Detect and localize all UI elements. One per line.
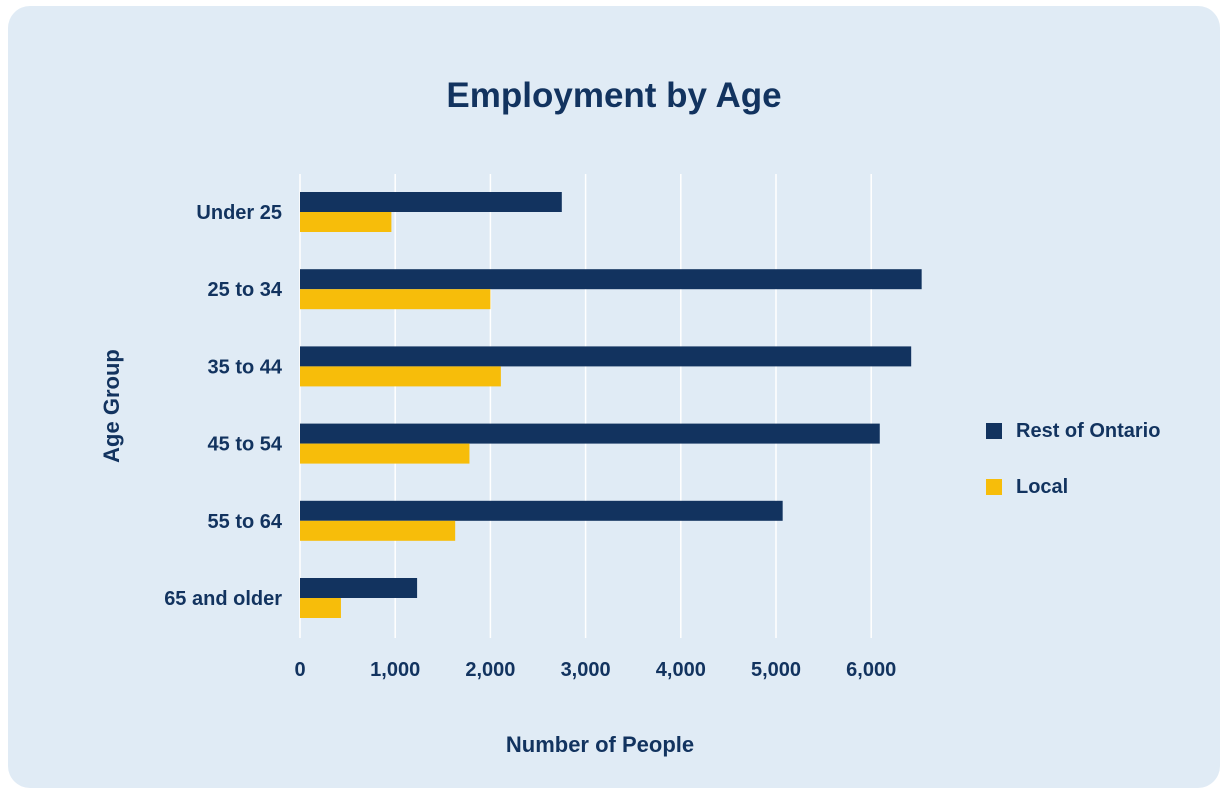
y-tick-label: 55 to 64	[208, 511, 283, 533]
bar-rest-of-ontario	[300, 192, 562, 212]
y-tick-label: 65 and older	[164, 588, 282, 610]
bar-local	[300, 598, 341, 618]
legend-swatch-rest-of-ontario	[986, 423, 1002, 439]
bar-rest-of-ontario	[300, 578, 418, 598]
legend-item-rest-of-ontario: Rest of Ontario	[986, 418, 1160, 444]
y-axis-label: Age Group	[99, 349, 124, 463]
y-tick-label: 35 to 44	[208, 356, 283, 378]
legend-item-local: Local	[986, 474, 1160, 500]
x-tick-label: 1,000	[370, 659, 420, 681]
bar-rest-of-ontario	[300, 269, 922, 290]
x-tick-label: 0	[294, 659, 305, 681]
bar-local	[300, 520, 456, 541]
legend: Rest of Ontario Local	[986, 418, 1160, 530]
x-tick-label: 6,000	[846, 659, 896, 681]
bar-rest-of-ontario	[300, 423, 880, 444]
legend-label-local: Local	[1016, 475, 1069, 498]
y-tick-label: 25 to 34	[208, 279, 283, 301]
x-tick-label: 5,000	[751, 659, 801, 681]
x-tick-label: 2,000	[465, 659, 515, 681]
bar-chart: 0 1,000 2,000 3,000 4,000 5,000 6,000 Under 25 2…	[164, 174, 922, 681]
bar-local	[300, 212, 392, 232]
chart-title: Employment by Age	[446, 76, 782, 115]
bar-rest-of-ontario	[300, 500, 783, 521]
y-tick-label: 45 to 54	[208, 434, 283, 456]
bar-local	[300, 443, 470, 464]
x-tick-label: 3,000	[561, 659, 611, 681]
chart-card: Employment by Age 0 1,000 2,000 3,000 4,000 5…	[8, 6, 1220, 788]
bar-local	[300, 289, 491, 310]
y-tick-label: Under 25	[196, 202, 282, 224]
x-axis-label: Number of People	[505, 732, 695, 757]
x-tick-label: 4,000	[656, 659, 706, 681]
bar-rest-of-ontario	[300, 346, 912, 367]
legend-swatch-local	[986, 479, 1002, 495]
legend-label-rest-of-ontario: Rest of Ontario	[1016, 419, 1161, 442]
bar-local	[300, 366, 501, 387]
